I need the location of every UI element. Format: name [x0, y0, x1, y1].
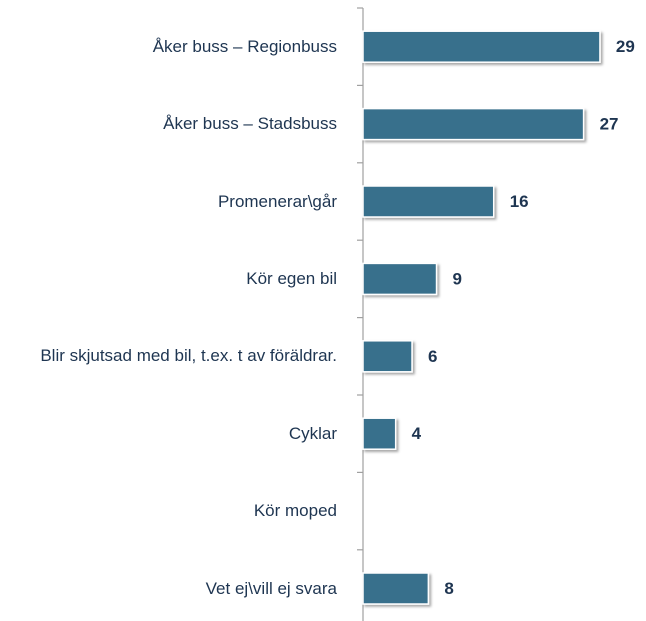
value-label: 4	[412, 424, 422, 443]
value-label: 9	[453, 269, 462, 288]
category-label: Cyklar	[288, 423, 337, 443]
category-label: Kör moped	[253, 501, 337, 521]
bar	[362, 30, 601, 63]
category-label: Vet ej\vill ej svara	[205, 578, 337, 598]
value-label: 8	[444, 579, 453, 598]
category-label: Kör egen bil	[246, 268, 337, 288]
value-label: 27	[600, 115, 619, 134]
bar	[362, 417, 397, 450]
bar	[362, 572, 430, 605]
bar	[362, 185, 495, 218]
value-label: 29	[616, 37, 635, 56]
bar	[362, 262, 438, 296]
category-label: Åker buss – Regionbuss	[152, 36, 337, 56]
bar	[362, 340, 413, 373]
category-label: Åker buss – Stadsbuss	[163, 114, 337, 134]
bar	[362, 107, 585, 141]
category-label: Promenerar\går	[217, 191, 337, 211]
category-label: Blir skjutsad med bil, t.ex. t av föräld…	[40, 346, 337, 366]
value-label: 6	[428, 347, 437, 366]
value-label: 16	[510, 192, 529, 211]
